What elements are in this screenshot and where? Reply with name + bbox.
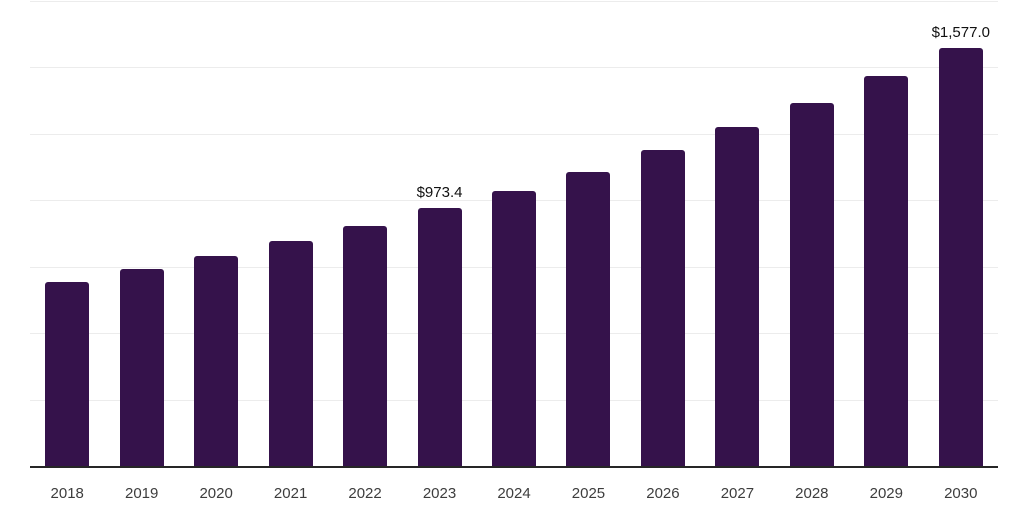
bar-2024 xyxy=(492,190,536,467)
data-label-2023: $973.4 xyxy=(416,184,463,202)
grid-line xyxy=(30,133,998,135)
bar-2020 xyxy=(194,256,239,467)
bar-2023 xyxy=(417,208,462,467)
bar-2022 xyxy=(343,226,388,467)
bar-2019 xyxy=(119,269,164,467)
bar-2028 xyxy=(789,102,834,467)
grid-line xyxy=(30,1,998,2)
x-tick-label-2024: 2024 xyxy=(497,485,531,502)
x-axis-line xyxy=(30,466,998,468)
x-tick-label-2030: 2030 xyxy=(944,485,978,502)
bar-2027 xyxy=(715,126,760,467)
data-label-2030: $1,577.0 xyxy=(931,23,990,41)
bar-2026 xyxy=(640,150,685,467)
x-tick-label-2025: 2025 xyxy=(571,485,606,502)
x-tick-label-2018: 2018 xyxy=(50,485,84,502)
x-tick-label-2023: 2023 xyxy=(422,485,457,502)
x-tick-label-2020: 2020 xyxy=(199,485,233,502)
x-tick-label-2028: 2028 xyxy=(795,485,829,502)
x-tick-label-2027: 2027 xyxy=(720,485,755,502)
x-tick-label-2022: 2022 xyxy=(348,485,382,502)
bar-2018 xyxy=(45,282,90,467)
x-tick-label-2029: 2029 xyxy=(869,485,903,502)
x-tick-label-2021: 2021 xyxy=(273,485,308,502)
x-axis-labels: 2018 2019 2020 2021 2022 2023 2024 2025 2026 2027… xyxy=(30,482,998,508)
plot-area: $973.4 $1,577.0 xyxy=(30,1,998,468)
x-tick-label-2026: 2026 xyxy=(646,485,680,502)
bar-2030 xyxy=(938,47,983,467)
x-tick-label-2019: 2019 xyxy=(125,485,159,502)
bar-2029 xyxy=(864,76,909,467)
grid-line xyxy=(30,67,998,69)
bar-2021 xyxy=(268,240,313,467)
bar-2025 xyxy=(566,172,611,467)
